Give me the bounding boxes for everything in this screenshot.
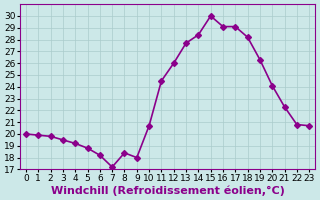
- X-axis label: Windchill (Refroidissement éolien,°C): Windchill (Refroidissement éolien,°C): [51, 185, 284, 196]
